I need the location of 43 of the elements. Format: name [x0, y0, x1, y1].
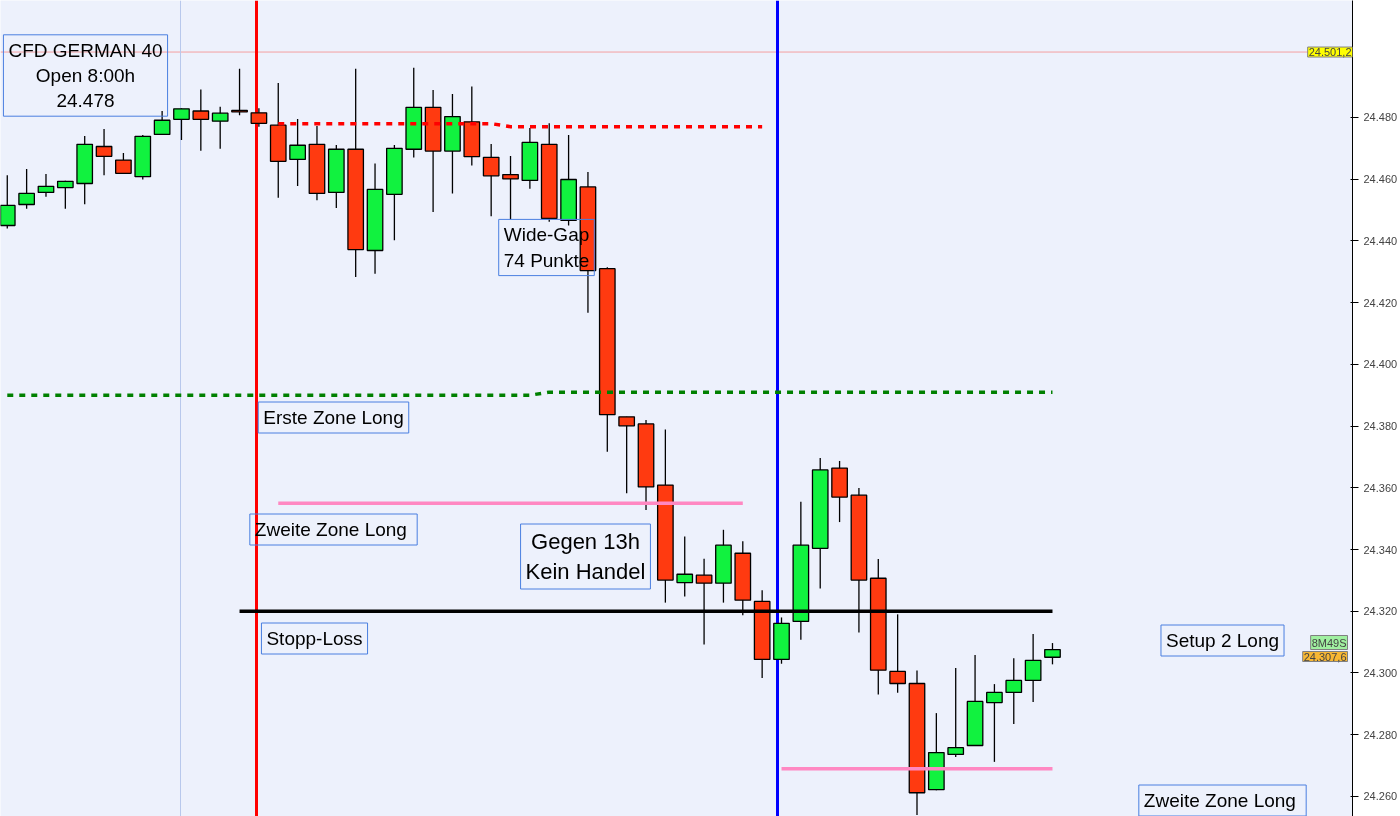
candlestick — [192, 88, 210, 152]
text: 8M49S — [1311, 636, 1347, 649]
candlestick — [95, 128, 113, 176]
y-tick-label: 24.460 — [1363, 173, 1398, 186]
annotation: CFD GERMAN 40 Open 8:00h 24.478 — [8, 39, 163, 112]
y-tick-label: 24.300 — [1363, 666, 1398, 679]
candlestick — [37, 173, 55, 198]
candlestick — [231, 68, 248, 116]
y-tick-label: 24.480 — [1363, 111, 1398, 124]
y-tick-label: 24.400 — [1363, 358, 1398, 371]
y-tick-label: 24.320 — [1363, 605, 1398, 618]
y-tick-label: 24.280 — [1363, 728, 1398, 741]
text: Zweite Zone Long — [1143, 790, 1296, 811]
candlestick — [1005, 657, 1023, 725]
candlestick — [18, 168, 36, 210]
y-tick-label: 24.340 — [1363, 543, 1398, 556]
y-tick-label: 24.440 — [1363, 234, 1398, 247]
candlestick — [986, 683, 1003, 763]
ref-line-label: 24.501,2 — [1308, 46, 1352, 59]
candlestick — [482, 143, 500, 217]
candlestick — [1024, 633, 1042, 703]
candlestick — [618, 416, 636, 495]
candlestick — [173, 107, 190, 141]
candlestick — [153, 110, 171, 136]
y-tick-label: 24.420 — [1363, 296, 1398, 309]
candlestick — [0, 174, 16, 230]
text: 24.307,6 — [1303, 650, 1347, 663]
candlestick — [250, 107, 268, 128]
y-tick-label: 24.360 — [1363, 481, 1398, 494]
y-tick-label: 24.260 — [1363, 790, 1398, 803]
annotation: Erste Zone Long — [263, 407, 404, 428]
y-tick-label: 24.380 — [1363, 420, 1398, 433]
candlestick — [676, 535, 694, 598]
candlestick — [56, 180, 74, 210]
candlestick — [1044, 642, 1061, 665]
text: Setup 2 Long — [1165, 630, 1280, 651]
candlestick — [115, 152, 132, 174]
candlestick — [947, 667, 965, 758]
annotation: Gegen 13h Kein Handel — [525, 529, 646, 584]
candlestick — [502, 155, 519, 221]
candlestick — [289, 118, 306, 187]
candlestick — [211, 106, 229, 150]
annotation: Stopp-Loss — [266, 628, 363, 649]
